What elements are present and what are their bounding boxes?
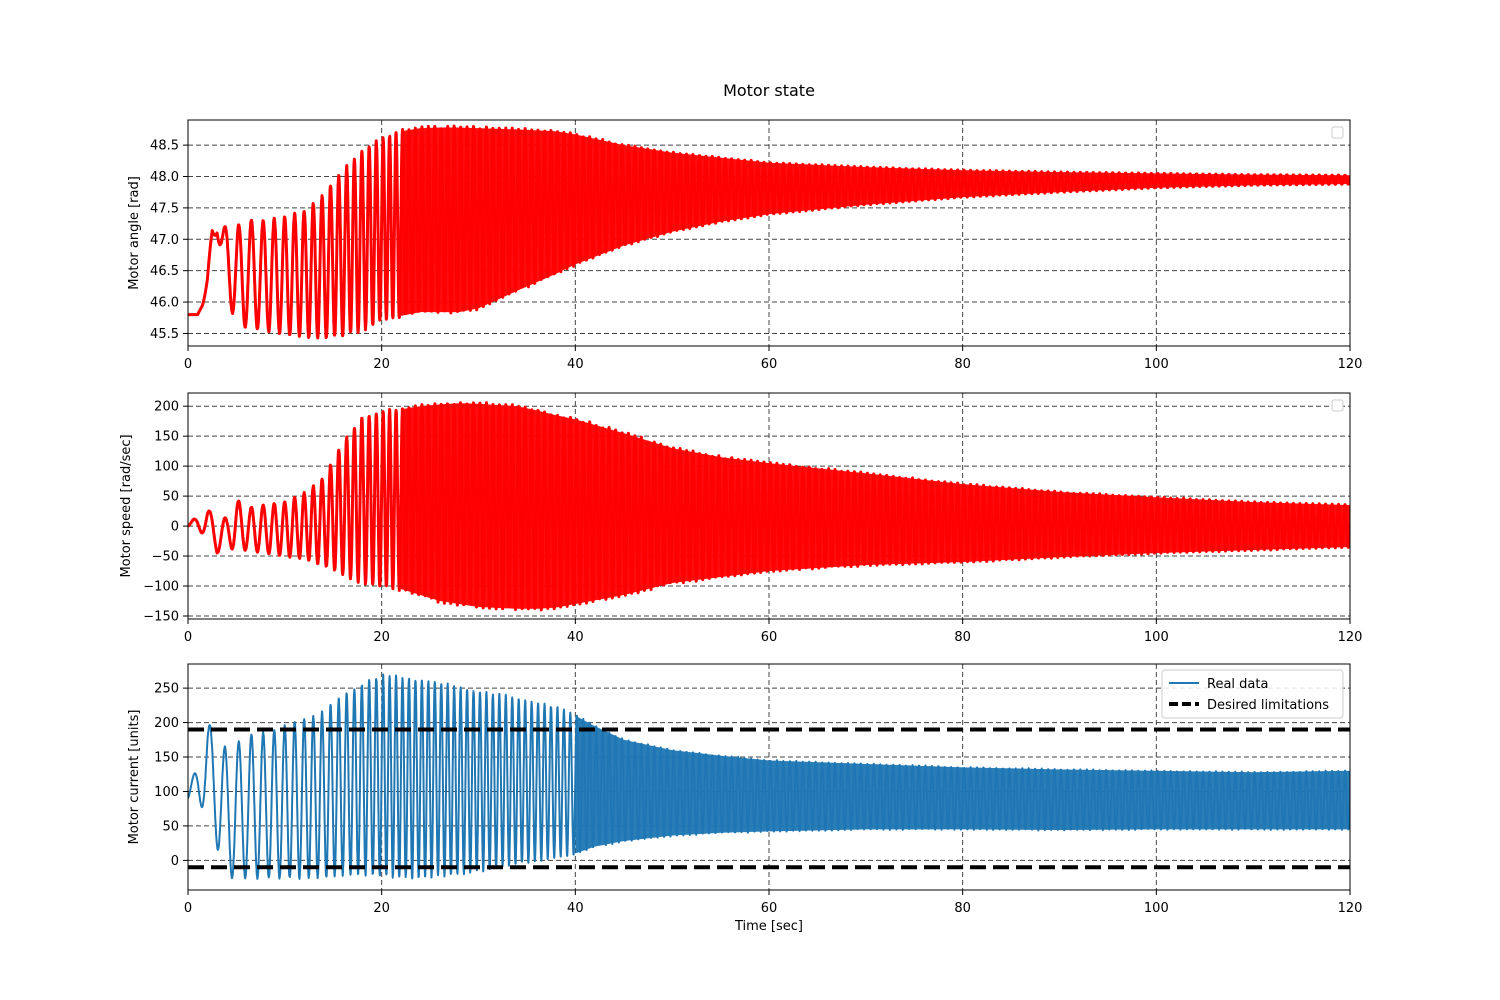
y-tick-label: 0 (171, 854, 179, 869)
y-tick-label: −50 (152, 550, 179, 565)
y-tick-label: 48.0 (150, 170, 179, 185)
subplot-motor-angle: 0 20 40 60 80 100 120 45.5 46.0 46.5 47.0 47.5 48.0 4… (127, 119, 1363, 372)
x-tick-label: 80 (954, 630, 971, 645)
x-tick-label: 100 (1144, 901, 1169, 916)
y-tick-label: 47.5 (150, 201, 179, 216)
y-axis-label: Motor current [units] (127, 710, 142, 845)
figure-title: Motor state (723, 81, 815, 100)
x-tick-label: 120 (1338, 901, 1363, 916)
series-band (401, 127, 1350, 316)
x-tick-label: 0 (184, 901, 192, 916)
y-tick-label: 48.5 (150, 139, 179, 154)
empty-legend (1331, 126, 1344, 139)
x-tick-label: 60 (761, 630, 778, 645)
x-tick-label: 80 (954, 357, 971, 372)
x-tick-label: 60 (761, 357, 778, 372)
y-tick-label: 150 (154, 430, 179, 445)
y-tick-label: 200 (154, 400, 179, 415)
y-axis-label: Motor angle [rad] (127, 176, 142, 290)
y-tick-label: 46.0 (150, 296, 179, 311)
x-tick-label: 0 (184, 630, 192, 645)
subplot-motor-current: 0 20 40 60 80 100 120 0 50 100 150 200 250 Motor curr… (127, 663, 1363, 934)
y-tick-label: 200 (154, 716, 179, 731)
legend: Real data Desired limitations (1161, 669, 1344, 719)
y-tick-label: 100 (154, 785, 179, 800)
x-tick-label: 20 (373, 357, 390, 372)
empty-legend (1331, 399, 1344, 412)
series-band (575, 715, 1350, 854)
x-tick-label: 120 (1338, 357, 1363, 372)
subplots: 0 20 40 60 80 100 120 45.5 46.0 46.5 47.0 47.5 48.0 4… (119, 119, 1363, 934)
x-tick-label: 120 (1338, 630, 1363, 645)
legend-entry: Desired limitations (1207, 698, 1329, 713)
legend-box (1161, 669, 1344, 719)
x-axis-label: Time [sec] (734, 919, 803, 934)
y-tick-label: −150 (143, 610, 179, 625)
x-tick-label: 60 (761, 901, 778, 916)
y-tick-label: 47.0 (150, 233, 179, 248)
y-tick-label: 50 (162, 490, 179, 505)
y-tick-label: 150 (154, 751, 179, 766)
series-group (188, 673, 1350, 880)
y-axis-label: Motor speed [rad/sec] (119, 434, 134, 577)
y-tick-label: 0 (171, 520, 179, 535)
y-tick-label: 50 (162, 819, 179, 834)
legend-entry: Real data (1207, 677, 1268, 692)
x-tick-label: 20 (373, 630, 390, 645)
y-tick-label: 250 (154, 682, 179, 697)
series-group (188, 401, 1350, 612)
subplot-motor-speed: 0 20 40 60 80 100 120 −150 −100 −50 0 50 100 150 200 Mo… (119, 392, 1363, 645)
x-tick-label: 40 (567, 901, 584, 916)
series-band (401, 403, 1350, 609)
y-tick-label: 46.5 (150, 264, 179, 279)
x-tick-label: 40 (567, 630, 584, 645)
y-tick-label: 45.5 (150, 327, 179, 342)
x-tick-label: 20 (373, 901, 390, 916)
x-tick-label: 100 (1144, 357, 1169, 372)
x-tick-label: 80 (954, 901, 971, 916)
y-tick-label: 100 (154, 460, 179, 475)
x-tick-label: 100 (1144, 630, 1169, 645)
series-group (188, 124, 1350, 340)
y-tick-label: −100 (143, 580, 179, 595)
x-tick-label: 40 (567, 357, 584, 372)
x-tick-label: 0 (184, 357, 192, 372)
